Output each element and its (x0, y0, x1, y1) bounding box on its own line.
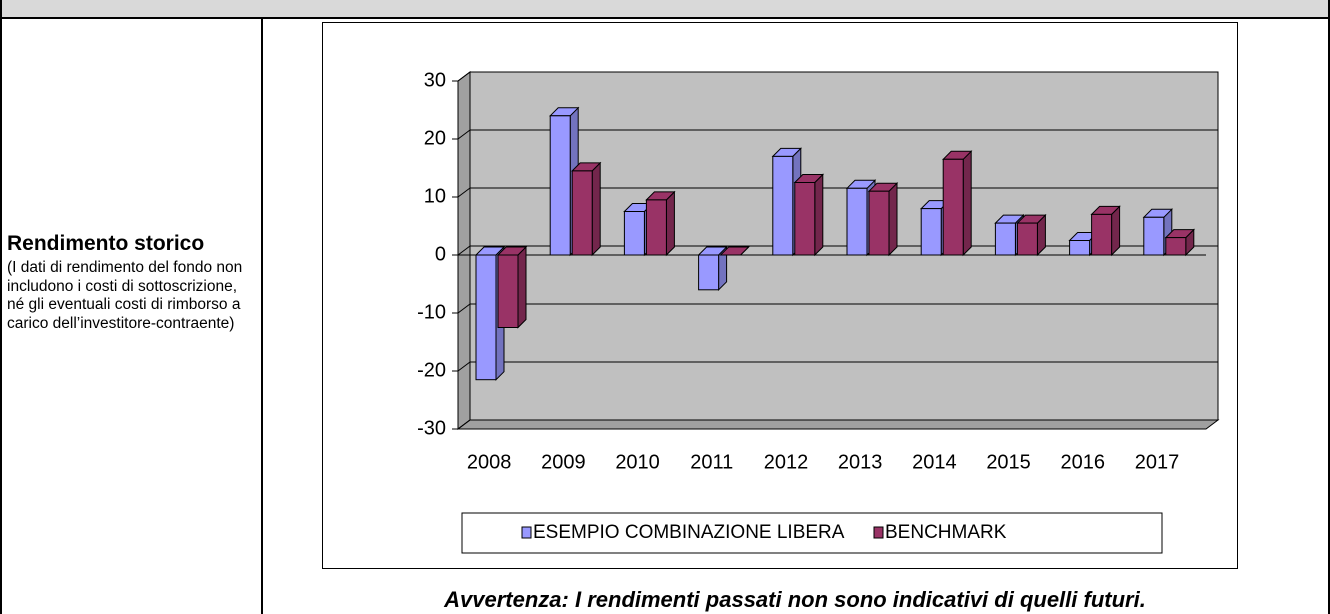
caption: Avvertenza: I rendimenti passati non son… (444, 587, 1146, 612)
grid-line-depth (457, 129, 471, 140)
bar (794, 182, 816, 256)
x-tick-label: 2014 (912, 451, 957, 473)
grid-line-depth (457, 187, 471, 198)
y-tick-label: 10 (424, 185, 446, 207)
bar (942, 158, 964, 256)
bar (994, 222, 1016, 256)
x-tick-label: 2017 (1135, 451, 1180, 473)
y-tick-label: -30 (417, 417, 446, 439)
bar (645, 199, 667, 256)
y-tick-label: 0 (435, 243, 446, 265)
bar (772, 155, 794, 256)
legend-box (461, 512, 1163, 554)
x-tick-label: 2013 (838, 451, 883, 473)
bar (846, 187, 868, 256)
bar (1165, 237, 1187, 256)
grid-line-depth (457, 361, 471, 372)
bar (698, 254, 720, 291)
bar-side (814, 173, 824, 257)
bar-side (517, 245, 527, 329)
header-band (0, 0, 1330, 19)
bar (497, 254, 519, 328)
grid-line-depth (457, 303, 471, 314)
legend-label: BENCHMARK (885, 522, 1007, 543)
grid-line-depth (457, 245, 471, 256)
y-tick-label: 30 (424, 69, 446, 91)
bar-side (888, 181, 898, 257)
x-tick-label: 2011 (690, 451, 733, 473)
bar (475, 254, 497, 381)
section-title: Rendimento storico (7, 232, 205, 255)
bar (1091, 213, 1113, 256)
bar (1143, 216, 1165, 256)
x-tick-label: 2010 (615, 451, 660, 473)
legend-swatch (521, 526, 532, 539)
bar (1069, 240, 1091, 256)
bar (549, 115, 571, 256)
bar (571, 170, 593, 256)
bar (868, 190, 890, 256)
bar-side (962, 150, 972, 257)
floor (456, 419, 1220, 430)
x-tick-label: 2009 (541, 451, 586, 473)
x-tick-label: 2015 (986, 451, 1031, 473)
bar (1016, 222, 1038, 256)
legend-swatch (873, 526, 884, 539)
x-tick-label: 2012 (764, 451, 809, 473)
column-right-border (1328, 19, 1330, 614)
bar-side (665, 190, 675, 257)
x-tick-label: 2016 (1061, 451, 1106, 473)
y-tick-label: 20 (424, 127, 446, 149)
bar-top (719, 246, 750, 256)
grid-line-depth (457, 71, 471, 82)
chart-frame (322, 22, 1238, 569)
x-tick-label: 2008 (467, 451, 512, 473)
legend-label: ESEMPIO COMBINAZIONE LIBERA (533, 522, 845, 543)
bar-side (591, 161, 601, 257)
column-left (0, 19, 263, 614)
grid-line-depth (457, 419, 471, 430)
section-note: (I dati di rendimento del fondo non incl… (7, 259, 243, 332)
y-tick-label: -20 (417, 359, 446, 381)
bar (623, 211, 645, 256)
y-tick-label: -10 (417, 301, 446, 323)
bar (920, 208, 942, 256)
